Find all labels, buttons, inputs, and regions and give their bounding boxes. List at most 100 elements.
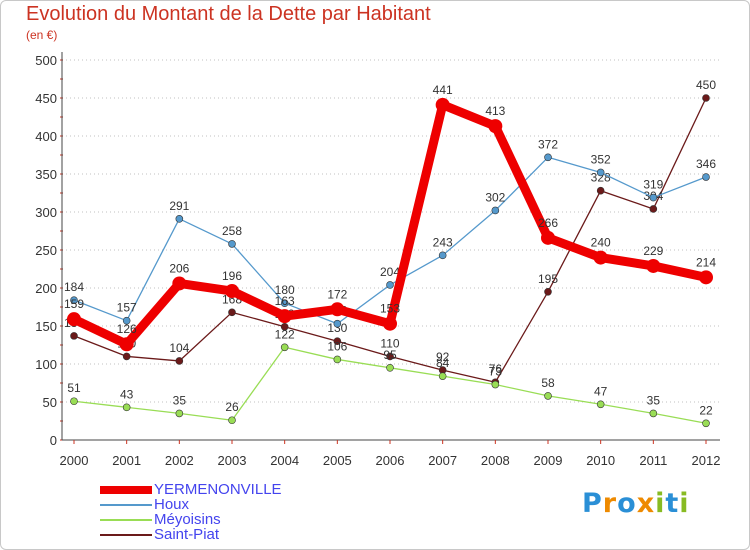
x-tick-label: 2010	[586, 453, 615, 468]
data-point-houx	[333, 319, 342, 328]
data-point-houx	[122, 316, 131, 325]
y-tick-label: 450	[35, 91, 57, 106]
data-point-m-yoisins	[70, 397, 78, 406]
data-label-yermenonville: 159	[64, 297, 84, 311]
legend-swatch	[100, 486, 152, 495]
y-tick-label: 150	[35, 319, 57, 334]
legend-item-saint-piat: Saint-Piat	[100, 527, 282, 542]
data-point-yermenonville	[383, 316, 397, 331]
data-label-houx: 352	[591, 152, 611, 166]
chart-subtitle: (en €)	[26, 28, 58, 42]
data-point-m-yoisins	[333, 355, 342, 364]
data-label-houx: 258	[222, 224, 242, 238]
data-point-yermenonville	[646, 258, 661, 273]
data-point-yermenonville	[541, 230, 555, 245]
data-point-saint-piat	[70, 332, 78, 340]
data-label-saint-piat: 76	[489, 362, 503, 376]
data-label-saint-piat: 110	[380, 336, 399, 350]
logo-letter: x	[636, 488, 656, 519]
data-point-saint-piat	[702, 94, 710, 102]
data-point-saint-piat	[544, 287, 552, 296]
x-tick-label: 2004	[270, 453, 299, 468]
data-label-houx: 157	[117, 301, 137, 315]
data-label-m-yoisins: 35	[647, 393, 661, 407]
x-tick-label: 2002	[165, 453, 194, 468]
data-point-saint-piat	[280, 322, 289, 331]
data-point-yermenonville	[172, 276, 187, 291]
logo-letter: t	[665, 488, 680, 519]
x-tick-label: 2007	[428, 453, 457, 468]
data-point-yermenonville	[225, 284, 239, 299]
data-point-m-yoisins	[702, 419, 710, 428]
data-label-yermenonville: 413	[485, 104, 505, 118]
data-point-yermenonville	[488, 119, 503, 134]
y-tick-label: 400	[35, 129, 57, 144]
y-tick-label: 200	[35, 281, 57, 296]
data-label-m-yoisins: 47	[594, 384, 608, 398]
data-label-saint-piat: 195	[538, 272, 558, 286]
data-point-saint-piat	[175, 357, 184, 365]
data-point-houx	[596, 168, 605, 177]
data-label-saint-piat: 328	[591, 171, 611, 185]
data-point-yermenonville	[119, 337, 134, 352]
data-point-saint-piat	[649, 205, 658, 213]
data-label-houx: 319	[643, 178, 663, 192]
proxiti-logo: Proxiti	[582, 488, 690, 519]
data-point-saint-piat	[386, 352, 394, 361]
data-point-saint-piat	[333, 337, 342, 346]
data-label-houx: 243	[433, 235, 453, 249]
y-tick-label: 300	[35, 205, 57, 220]
data-point-yermenonville	[435, 97, 450, 112]
data-point-m-yoisins	[438, 372, 447, 380]
data-label-yermenonville: 163	[275, 294, 295, 308]
data-label-m-yoisins: 35	[173, 393, 187, 407]
data-label-yermenonville: 441	[433, 83, 453, 97]
y-tick-label: 250	[35, 243, 57, 258]
logo-letter: i	[655, 488, 666, 519]
legend-item-houx: Houx	[100, 497, 282, 512]
y-tick-label: 100	[35, 357, 57, 372]
data-point-yermenonville	[330, 302, 345, 317]
data-point-houx	[70, 296, 78, 304]
data-label-yermenonville: 240	[591, 236, 611, 250]
data-label-yermenonville: 229	[643, 244, 663, 258]
data-point-houx	[544, 153, 552, 162]
data-point-houx	[386, 281, 394, 289]
data-label-saint-piat: 130	[327, 321, 347, 335]
data-label-yermenonville: 153	[380, 302, 400, 316]
data-point-yermenonville	[699, 270, 713, 285]
data-label-m-yoisins: 73	[489, 365, 503, 379]
data-point-saint-piat	[122, 352, 131, 361]
data-point-houx	[280, 299, 289, 308]
legend-swatch	[100, 504, 152, 507]
data-label-m-yoisins: 26	[225, 400, 239, 414]
data-point-m-yoisins	[228, 416, 236, 425]
logo-letter: r	[602, 488, 618, 519]
data-point-houx	[228, 240, 236, 248]
data-label-yermenonville: 172	[327, 287, 347, 301]
data-label-houx: 291	[169, 199, 189, 213]
logo-letter: o	[617, 488, 637, 519]
data-point-m-yoisins	[596, 400, 605, 409]
data-label-houx: 372	[538, 137, 558, 151]
data-point-yermenonville	[593, 250, 608, 265]
logo-letter: i	[679, 488, 690, 519]
data-label-houx: 184	[64, 280, 84, 294]
data-label-saint-piat: 92	[436, 350, 450, 364]
legend-item-meyoisins: Méyoisins	[100, 512, 282, 527]
x-tick-label: 2000	[60, 453, 89, 468]
x-tick-label: 2001	[112, 453, 141, 468]
legend-item-yermenonville: YERMENONVILLE	[100, 482, 282, 497]
legend-label: Saint-Piat	[154, 526, 220, 543]
y-tick-label: 500	[35, 53, 57, 68]
data-point-yermenonville	[67, 312, 81, 327]
x-tick-label: 2012	[692, 453, 721, 468]
data-label-houx: 204	[380, 265, 400, 279]
data-label-m-yoisins: 122	[275, 327, 295, 341]
x-tick-label: 2005	[323, 453, 352, 468]
data-point-houx	[438, 251, 447, 260]
legend: YERMENONVILLE Houx Méyoisins Saint-Piat	[100, 482, 282, 542]
y-tick-label: 0	[50, 433, 57, 448]
legend-label: YERMENONVILLE	[154, 481, 282, 498]
